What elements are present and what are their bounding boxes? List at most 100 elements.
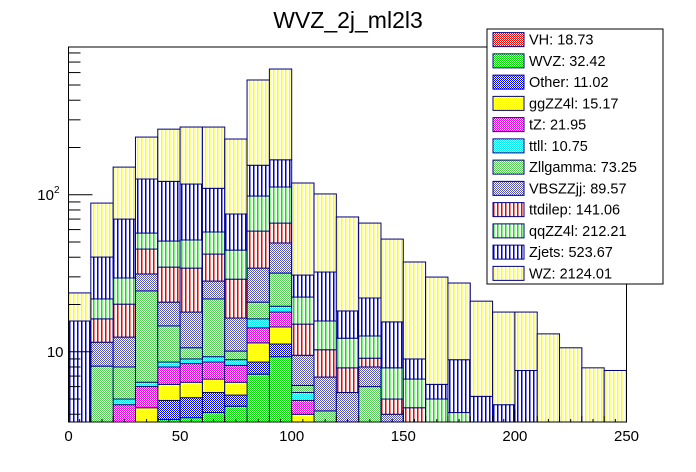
bar-zjets-bin-11	[313, 271, 337, 322]
bar-zllgamma-bin-5	[179, 347, 203, 360]
legend-entry: ttll: 10.75	[492, 138, 588, 155]
bar-qqzz4l-bin-16	[425, 398, 449, 423]
bar-qqzz4l-bin-5	[179, 239, 203, 269]
bar-wz-bin-19	[492, 311, 516, 406]
bar-ttll-bin-10	[291, 392, 315, 401]
stacked-bars	[68, 68, 627, 423]
bar-qqzz4l-bin-3	[134, 232, 159, 250]
legend-label: VBSZZjj: 89.57	[529, 181, 627, 197]
bar-tz-bin-4	[157, 366, 181, 385]
legend-entry: VBSZZjj: 89.57	[492, 180, 627, 197]
series-tz	[112, 311, 315, 423]
bar-qqzz4l-bin-9	[268, 186, 293, 224]
bar-wz-bin-12	[335, 216, 360, 312]
bar-other-bin-5	[179, 397, 203, 419]
bar-wz-bin-21	[536, 333, 561, 423]
legend-entry: Other: 11.02	[492, 74, 609, 91]
legend-label: ggZZ4l: 15.17	[529, 96, 618, 112]
bar-vbszzjj-bin-13	[358, 366, 382, 388]
bar-qqzz4l-bin-15	[402, 378, 427, 409]
bar-qqzz4l-bin-1	[90, 298, 114, 320]
bar-wz-bin-16	[425, 276, 449, 385]
bar-zllgamma-bin-10	[291, 384, 315, 394]
bar-tz-bin-10	[291, 399, 315, 415]
legend-entry: Zjets: 523.67	[492, 244, 613, 261]
bar-ttdilep-bin-5	[179, 267, 203, 313]
bar-qqzz4l-bin-10	[291, 296, 315, 325]
bar-zjets-bin-7	[224, 213, 248, 251]
bar-zjets-bin-5	[179, 183, 203, 241]
x-tick-label: 50	[172, 428, 189, 445]
legend-label: tZ: 21.95	[529, 118, 586, 134]
bar-ttdilep-bin-12	[335, 367, 360, 394]
bar-zllgamma-bin-7	[224, 350, 248, 361]
bar-wz-bin-8	[246, 79, 270, 166]
series-qqzz4l	[90, 186, 471, 423]
bar-ttll-bin-3	[134, 381, 159, 388]
legend-swatch	[492, 32, 525, 48]
chart-title: WVZ_2j_ml2l3	[273, 7, 423, 33]
bar-vbszzjj-bin-9	[268, 242, 293, 274]
legend-entry: tZ: 21.95	[492, 117, 586, 134]
bar-vbszzjj-bin-3	[134, 273, 159, 292]
bar-zjets-bin-8	[246, 164, 270, 197]
bar-zjets-bin-10	[291, 274, 315, 298]
legend-label: Other: 11.02	[529, 75, 609, 91]
bar-vbszzjj-bin-10	[291, 354, 315, 386]
legend-swatch	[492, 223, 525, 239]
bar-zjets-bin-16	[425, 383, 449, 400]
bar-qqzz4l-bin-2	[112, 277, 136, 305]
bar-ttdilep-bin-10	[291, 323, 315, 356]
bar-wz-bin-17	[447, 282, 471, 361]
bar-wz-bin-15	[402, 261, 427, 360]
bar-ttdilep-bin-8	[246, 230, 270, 269]
bar-zllgamma-bin-6	[201, 298, 226, 358]
legend-entry: Zllgamma: 73.25	[492, 159, 637, 176]
bar-ttdilep-bin-2	[112, 303, 136, 338]
legend-swatch	[492, 180, 525, 196]
legend: VH: 18.73 WVZ: 32.42 Other: 11.02 ggZZ4l: 1…	[486, 28, 664, 285]
bar-other-bin-8	[246, 361, 270, 375]
bar-ttdilep-bin-1	[90, 318, 114, 343]
x-tick-label: 200	[502, 428, 527, 445]
legend-swatch	[492, 265, 525, 281]
bar-zllgamma-bin-4	[157, 325, 181, 363]
series-other	[157, 343, 293, 421]
bar-vbszzjj-bin-4	[157, 301, 181, 327]
bar-vbszzjj-bin-11	[313, 376, 337, 412]
bar-ggzz4l-bin-7	[224, 381, 248, 396]
bar-ttll-bin-6	[201, 356, 226, 363]
bar-ttll-bin-4	[157, 361, 181, 368]
bar-ttdilep-bin-14	[380, 398, 404, 415]
bar-qqzz4l-bin-12	[335, 337, 360, 369]
y-tick-label: 10	[47, 344, 64, 361]
bar-vbszzjj-bin-5	[179, 311, 203, 349]
bar-wz-bin-20	[514, 311, 538, 371]
bar-zjets-bin-1	[90, 256, 114, 300]
legend-label: Zllgamma: 73.25	[529, 160, 637, 176]
legend-swatch	[492, 95, 525, 111]
bar-wz-bin-2	[112, 166, 136, 220]
legend-entry: WZ: 2124.01	[492, 265, 612, 282]
legend-label: qqZZ4l: 212.21	[529, 224, 627, 240]
bar-ggzz4l-bin-9	[268, 326, 293, 345]
bar-ggzz4l-bin-8	[246, 342, 270, 363]
bar-vbszzjj-bin-7	[224, 317, 248, 352]
bar-ggzz4l-bin-6	[201, 378, 226, 394]
legend-swatch	[492, 138, 525, 154]
bar-vbszzjj-bin-2	[112, 336, 136, 368]
legend-entry: WVZ: 32.42	[492, 53, 606, 70]
bar-ttll-bin-5	[179, 358, 203, 365]
bar-vbszzjj-bin-12	[335, 392, 360, 423]
x-tick-label: 0	[64, 428, 72, 445]
bar-tz-bin-8	[246, 327, 270, 344]
x-tick-label: 150	[391, 428, 416, 445]
bar-zllgamma-bin-3	[134, 290, 159, 383]
bar-ttdilep-bin-3	[134, 248, 159, 275]
legend-entry: VH: 18.73	[492, 32, 594, 49]
legend-label: WZ: 2124.01	[529, 266, 612, 282]
bar-qqzz4l-bin-7	[224, 249, 248, 280]
y-tick-label: 102	[37, 185, 60, 204]
bar-ttdilep-bin-6	[201, 253, 226, 282]
bar-wz-bin-1	[90, 202, 114, 258]
